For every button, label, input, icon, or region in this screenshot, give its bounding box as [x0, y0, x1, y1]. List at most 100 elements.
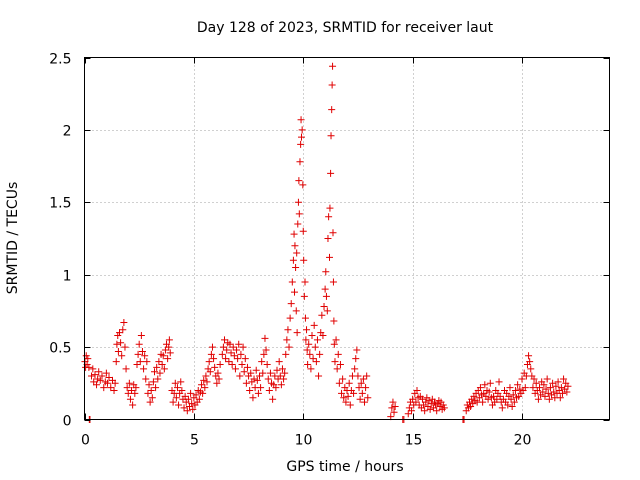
- data-point: [281, 369, 289, 377]
- data-point: [527, 365, 535, 373]
- data-point: [272, 384, 280, 392]
- data-point: [556, 394, 564, 402]
- plot-frame: [84, 57, 610, 420]
- data-point: [496, 392, 504, 400]
- data-point: [138, 347, 146, 355]
- data-point: [125, 379, 133, 387]
- data-point: [350, 389, 358, 397]
- data-point: [329, 278, 337, 286]
- data-point: [549, 379, 557, 387]
- data-point: [112, 358, 120, 366]
- data-point: [297, 140, 305, 148]
- data-point: [307, 365, 315, 373]
- data-point: [221, 336, 228, 344]
- data-point: [216, 360, 224, 368]
- data-point: [433, 407, 441, 415]
- data-point: [143, 358, 151, 366]
- data-point: [504, 401, 512, 409]
- data-point: [114, 347, 122, 355]
- data-point: [135, 340, 143, 348]
- data-point: [187, 389, 195, 397]
- data-point: [145, 381, 153, 389]
- data-point: [296, 158, 304, 166]
- data-point: [178, 387, 186, 395]
- data-point: [239, 343, 247, 351]
- data-point: [237, 350, 245, 358]
- data-point: [214, 369, 222, 377]
- data-point: [345, 379, 353, 387]
- data-point: [332, 336, 340, 344]
- data-point: [340, 394, 348, 402]
- data-point: [107, 384, 115, 392]
- y-tick-label: 1: [63, 269, 72, 285]
- data-point: [323, 307, 331, 315]
- data-point: [147, 387, 155, 395]
- data-point: [285, 343, 293, 351]
- data-point: [226, 340, 234, 348]
- data-point: [485, 388, 493, 396]
- data-point: [312, 358, 320, 366]
- data-point: [357, 379, 365, 387]
- data-point: [534, 395, 542, 403]
- data-point: [353, 346, 361, 354]
- data-point: [93, 381, 101, 389]
- data-point: [166, 349, 174, 357]
- data-point: [412, 398, 420, 406]
- data-point: [199, 389, 207, 397]
- data-point: [189, 405, 197, 413]
- data-point: [362, 384, 370, 392]
- data-point: [300, 292, 308, 300]
- data-point: [91, 371, 99, 379]
- data-point: [208, 343, 216, 351]
- data-point: [330, 340, 338, 348]
- data-point: [326, 204, 334, 212]
- data-point: [427, 400, 435, 408]
- data-point: [498, 404, 506, 412]
- data-point: [169, 398, 177, 406]
- data-point: [329, 229, 337, 237]
- data-point: [364, 394, 372, 402]
- data-point: [284, 326, 292, 334]
- data-point: [269, 395, 277, 403]
- data-point: [120, 318, 128, 326]
- data-point: [351, 365, 359, 373]
- data-point: [315, 372, 323, 380]
- data-point: [247, 369, 255, 377]
- data-point: [476, 384, 484, 392]
- axis-ticks: 0 5 10 15 20 0 0.5 1 1.5 2 2.5: [49, 52, 610, 449]
- data-point: [426, 405, 434, 413]
- data-point: [530, 375, 538, 383]
- data-point: [421, 407, 429, 415]
- data-point: [557, 384, 565, 392]
- data-point: [295, 177, 303, 185]
- data-point: [563, 388, 571, 396]
- data-point: [82, 352, 90, 360]
- data-point: [258, 358, 266, 366]
- x-axis-label: GPS time / hours: [286, 459, 403, 475]
- data-point: [509, 391, 517, 399]
- data-point: [235, 340, 243, 348]
- y-tick-label: 2.5: [49, 52, 71, 68]
- data-point: [322, 268, 330, 276]
- data-point: [308, 332, 316, 340]
- data-point: [257, 384, 265, 392]
- data-point: [229, 343, 237, 351]
- data-point: [177, 378, 185, 386]
- data-point: [103, 379, 111, 387]
- data-point: [335, 379, 343, 387]
- data-point: [525, 352, 533, 360]
- data-point: [159, 352, 167, 360]
- data-point: [521, 384, 529, 392]
- data-point: [289, 256, 297, 264]
- data-point: [495, 378, 503, 386]
- data-point: [327, 169, 335, 177]
- data-point: [155, 358, 163, 366]
- data-point: [205, 358, 213, 366]
- data-point: [254, 389, 262, 397]
- data-point: [241, 355, 249, 363]
- data-point: [305, 340, 313, 348]
- data-point: [90, 378, 98, 386]
- data-point: [118, 352, 126, 360]
- data-point: [518, 375, 526, 383]
- data-point: [219, 343, 227, 351]
